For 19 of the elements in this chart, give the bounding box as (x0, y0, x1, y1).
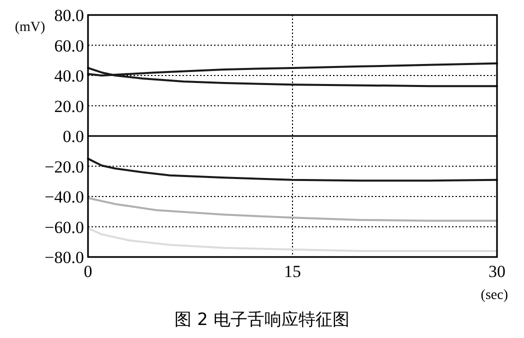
line-series (87, 158, 498, 182)
x-tick-label: 30 (488, 262, 506, 281)
y-tick-label: −60.0 (44, 218, 84, 237)
y-tick-label: −20.0 (44, 157, 84, 176)
y-tick-label: 20.0 (54, 96, 84, 116)
y-axis-title: (mV) (14, 20, 46, 35)
line-series (87, 227, 498, 252)
y-tick-label: 60.0 (54, 36, 84, 56)
y-tick-label: 80.0 (54, 6, 84, 25)
line-series (87, 197, 498, 222)
line-series (87, 66, 498, 88)
x-tick-label: 0 (84, 262, 92, 281)
x-tick-label: 15 (284, 262, 301, 281)
y-tick-label: −80.0 (44, 248, 84, 267)
y-tick-label: −40.0 (44, 188, 84, 206)
y-tick-label: 0.0 (62, 127, 84, 146)
y-tick-label: 40.0 (54, 66, 84, 86)
x-axis-title: (sec) (480, 288, 508, 303)
text: 图 2 电子舌响应特征图 (174, 310, 350, 330)
